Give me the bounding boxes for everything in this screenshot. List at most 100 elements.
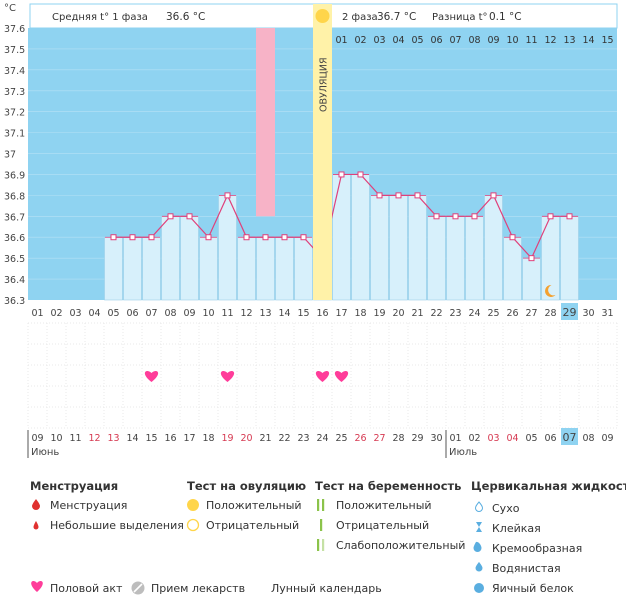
phase2-day-label: 06 <box>430 35 442 46</box>
calendar-date-label: 24 <box>316 433 328 444</box>
legend-pregtest-item-3: Слабоположительный <box>336 539 465 552</box>
calendar-date-label: 19 <box>221 433 233 444</box>
today-marker <box>561 303 578 320</box>
temp-bar <box>560 216 579 301</box>
temp-bar <box>484 195 503 301</box>
cycle-day-label: 19 <box>373 308 385 319</box>
cycle-day-label: 21 <box>411 308 423 319</box>
ovulation-column <box>313 4 332 300</box>
legend: Менструация Менструация Небольшие выделе… <box>30 479 626 595</box>
legend-menstruation-item-1: Менструация <box>50 499 127 512</box>
cycle-day-label: 11 <box>221 308 233 319</box>
calendar-date-label: 09 <box>601 433 613 444</box>
temp-point <box>490 192 497 199</box>
phase2-day-label: 04 <box>392 35 404 46</box>
y-axis-ticks: 37.6 37.5 37.4 37.3 37.2 37.1 37 36.9 36.8 36.7 36… <box>4 24 25 307</box>
cycle-day-label: 06 <box>126 308 138 319</box>
legend-cervical-title: Цервикальная жидкость <box>471 479 626 493</box>
calendar-date-label: 30 <box>430 433 442 444</box>
cycle-day-label: 14 <box>278 308 290 319</box>
calendar-date-label: 17 <box>183 433 195 444</box>
month-label: Июль <box>449 447 477 458</box>
cycle-day-label: 02 <box>50 308 62 319</box>
calendar-dates: 09 10 11 12 13 14 15 16 17 18 19 20 21 22 23 24 25 26 27 28… <box>27 428 614 458</box>
legend-ovtest-item-1: Положительный <box>206 499 302 512</box>
spotting-drop-icon <box>33 521 39 530</box>
cycle-day-label: 03 <box>69 308 81 319</box>
calendar-date-label: 09 <box>31 433 43 444</box>
calendar-date-label: 13 <box>107 433 119 444</box>
cycle-day-label: 27 <box>525 308 537 319</box>
calendar-date-label: 28 <box>392 433 404 444</box>
legend-bottom-item-1: Половой акт <box>50 582 123 595</box>
phase2-day-label: 08 <box>468 35 480 46</box>
intercourse-heart-marker <box>334 371 349 382</box>
temp-point <box>167 213 174 220</box>
ovtest-negative-icon <box>186 518 200 532</box>
temp-point <box>186 213 193 220</box>
menstruation-drop-icon <box>32 499 40 510</box>
temp-bar <box>256 236 275 301</box>
cycle-day-label: 28 <box>544 308 556 319</box>
legend-cervical-item-3: Кремообразная <box>492 542 582 555</box>
phase2-day-label: 01 <box>335 35 347 46</box>
calendar-date-label: 25 <box>335 433 347 444</box>
temp-bar <box>275 236 294 301</box>
cervical-dry-icon <box>474 501 484 512</box>
ovulation-band: ОВУЛЯЦИЯ <box>313 4 332 300</box>
phase2-day-label: 10 <box>506 35 518 46</box>
calendar-date-label: 01 <box>449 433 461 444</box>
temp-bar <box>104 236 123 301</box>
temp-bar <box>408 195 427 301</box>
cycle-day-label: 26 <box>506 308 518 319</box>
y-tick-label: 37 <box>4 150 16 161</box>
y-tick-label: 37.3 <box>4 87 25 98</box>
temp-point <box>414 192 421 199</box>
cervical-creamy-icon <box>473 541 482 552</box>
moon-marker-icon <box>545 284 556 297</box>
ovulation-sun-icon <box>315 9 330 23</box>
temp-point <box>395 192 402 199</box>
calendar-date-label: 22 <box>278 433 290 444</box>
y-tick-label: 36.8 <box>4 191 25 202</box>
y-unit-label: °C <box>4 3 16 14</box>
legend-bottom-item-3: Лунный календарь <box>271 582 382 595</box>
temp-bar <box>180 216 199 301</box>
cycle-day-label: 25 <box>487 308 499 319</box>
temp-bar <box>199 236 218 301</box>
temp-bar <box>370 195 389 301</box>
phase2-day-label: 14 <box>582 35 594 46</box>
ovtest-positive-icon <box>187 499 199 511</box>
temp-point <box>528 255 535 262</box>
pregtest-positive-line-2 <box>322 499 325 511</box>
temp-point <box>281 234 288 241</box>
temp-point <box>471 213 478 220</box>
phase1-label: Средняя t° 1 фаза <box>52 12 148 23</box>
pregtest-weak-line-1 <box>317 539 320 551</box>
temp-bar <box>389 195 408 301</box>
legend-cervical-item-2: Клейкая <box>492 522 541 535</box>
temp-bar <box>142 236 161 301</box>
y-tick-label: 37.1 <box>4 129 25 140</box>
calendar-date-label: 20 <box>240 433 252 444</box>
temp-point <box>357 171 364 178</box>
calendar-date-label: 15 <box>145 433 157 444</box>
y-tick-label: 36.5 <box>4 254 25 265</box>
calendar-date-label: 02 <box>468 433 480 444</box>
calendar-date-label: 03 <box>487 433 499 444</box>
y-tick-label: 37.6 <box>4 24 25 35</box>
calendar-date-label: 11 <box>69 433 81 444</box>
cervical-watery-icon <box>475 562 483 572</box>
cycle-day-label: 12 <box>240 308 252 319</box>
legend-menstruation-title: Менструация <box>30 479 118 493</box>
phase2-day-label: 12 <box>544 35 556 46</box>
cycle-day-label: 17 <box>335 308 347 319</box>
temp-point <box>148 234 155 241</box>
month-label: Июнь <box>31 447 59 458</box>
phase2-day-label: 05 <box>411 35 423 46</box>
phase2-label: 2 фаза <box>342 12 378 23</box>
phase2-day-labels: 01 02 03 04 05 06 07 08 09 10 11 12 13 14 15 <box>335 35 613 46</box>
temp-point <box>224 192 231 199</box>
calendar-date-label: 18 <box>202 433 214 444</box>
cycle-day-label: 23 <box>449 308 461 319</box>
